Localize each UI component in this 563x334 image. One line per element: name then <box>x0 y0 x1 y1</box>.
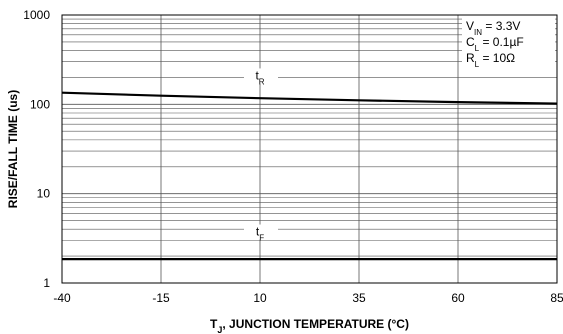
y-tick-label: 100 <box>30 97 50 111</box>
condition-rest: = 10Ω <box>479 51 515 65</box>
series-line-tR <box>61 91 558 105</box>
y-tick-label: 10 <box>37 187 51 201</box>
x-tick-label: 35 <box>352 291 366 305</box>
y-tick-labels: 1 10 100 1000 <box>23 8 50 290</box>
condition-sub: L <box>475 44 480 53</box>
y-axis-label: RISE/FALL TIME (us) <box>6 90 20 208</box>
series-label-tF: tF <box>256 225 264 243</box>
x-tick-labels: -40 -15 10 35 60 85 <box>53 291 563 305</box>
condition-line: VIN = 3.3V <box>466 19 520 37</box>
condition-sub: IN <box>474 28 482 37</box>
x-axis-label-sub: J <box>217 325 222 334</box>
series-label-bg <box>244 68 278 84</box>
y-tick-label: 1000 <box>23 8 50 22</box>
condition-main: V <box>466 19 474 33</box>
plot-frame <box>61 14 558 284</box>
condition-main: R <box>466 51 475 65</box>
y-tick-label: 1 <box>43 276 50 290</box>
x-tick-label: 60 <box>451 291 465 305</box>
series-lines <box>61 91 558 261</box>
x-tick-label: 85 <box>550 291 563 305</box>
x-axis-label: TJ, JUNCTION TEMPERATURE (°C) <box>210 317 409 334</box>
x-tick-label: -40 <box>53 291 71 305</box>
condition-line: RL = 10Ω <box>466 51 515 69</box>
x-tick-label: -15 <box>152 291 170 305</box>
series-label-main: t <box>256 225 260 239</box>
x-tick-label: 10 <box>253 291 267 305</box>
series-label-bg <box>244 224 278 240</box>
condition-main: C <box>466 35 475 49</box>
series-label-main: t <box>255 68 259 82</box>
x-axis-label-rest: , JUNCTION TEMPERATURE (°C) <box>222 317 409 331</box>
condition-rest: = 0.1µF <box>479 35 524 49</box>
condition-rest: = 3.3V <box>482 19 520 33</box>
condition-sub: L <box>475 60 480 69</box>
conditions-annotation-bg <box>462 17 555 71</box>
condition-line: CL = 0.1µF <box>466 35 524 53</box>
series-label-tR: tR <box>255 68 264 86</box>
x-axis-label-main: T <box>210 317 218 331</box>
series-label-sub: F <box>259 233 264 242</box>
series-label-sub: R <box>259 77 265 86</box>
